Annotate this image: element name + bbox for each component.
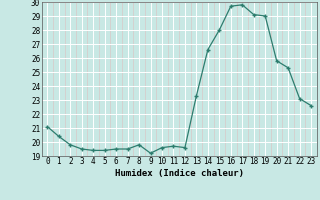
X-axis label: Humidex (Indice chaleur): Humidex (Indice chaleur) [115,169,244,178]
